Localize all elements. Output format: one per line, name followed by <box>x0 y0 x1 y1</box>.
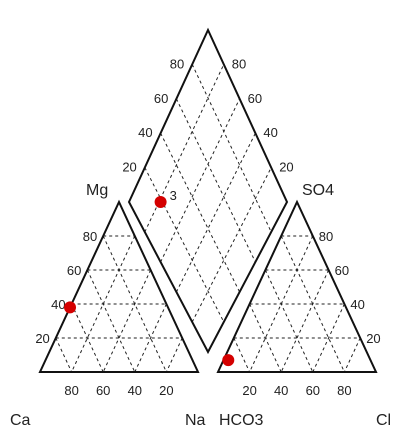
cation-grid-line <box>71 235 136 373</box>
diamond-grid-line <box>175 98 256 263</box>
cation-mg-tick-label: 20 <box>35 331 49 346</box>
cation-mg-tick-label: 60 <box>67 263 81 278</box>
anion-so4-tick-label: 20 <box>366 331 380 346</box>
anion-grid-line <box>280 269 330 373</box>
anion-grid-line <box>343 337 361 373</box>
diamond-right-tick-label: 60 <box>248 91 262 106</box>
cation-mg-tick-label: 40 <box>51 297 65 312</box>
corner-label-hco3: HCO3 <box>219 412 264 429</box>
frame-layer <box>38 27 378 373</box>
cation-triangle-frame <box>38 199 200 373</box>
diamond-right-tick-label: 20 <box>279 160 293 175</box>
diamond-grid-line <box>144 167 225 323</box>
axis-label-so4: SO4 <box>302 182 334 199</box>
diamond-right-tick-label: 40 <box>263 125 277 140</box>
anion-so4-tick-label: 40 <box>350 297 364 312</box>
anion-grid-line <box>264 269 314 373</box>
cation-grid-line <box>165 337 183 373</box>
tick-label-layer: 20 40 60 80 80 60 40 20 20 40 60 80 20 40 60 80 20 40 60 80… <box>35 56 380 398</box>
anion-so4-tick-label: 60 <box>335 263 349 278</box>
anion-grid-line <box>233 337 251 373</box>
diamond-grid-line <box>191 167 272 323</box>
diamond-grid-line <box>191 64 272 233</box>
diamond-grid-line <box>175 132 256 293</box>
diamond-left-tick-label: 40 <box>138 125 152 140</box>
anion-grid-line <box>312 303 345 373</box>
anion-cl-tick-label: 80 <box>337 383 351 398</box>
cation-mg-tick-label: 80 <box>83 229 97 244</box>
cation-grid-line <box>86 269 136 373</box>
cation-ca-tick-label: 20 <box>159 383 173 398</box>
diamond-grid-line <box>160 132 241 293</box>
anion-cl-tick-label: 20 <box>242 383 256 398</box>
cation-grid-line <box>71 303 104 373</box>
diamond-point-label: 3 <box>170 188 177 203</box>
diamond-left-tick-label: 60 <box>154 91 168 106</box>
cation-ca-tick-label: 40 <box>128 383 142 398</box>
diamond-grid-line <box>144 64 225 233</box>
diamond-grid-line <box>160 98 241 263</box>
cation-grid-line <box>102 269 152 373</box>
cation-grid-line <box>134 303 167 373</box>
cation-data-point <box>64 301 77 314</box>
diamond-frame <box>127 27 289 355</box>
anion-grid-line <box>249 303 282 373</box>
anion-data-point <box>222 354 235 367</box>
cation-ca-tick-label: 60 <box>96 383 110 398</box>
cation-grid-line <box>55 337 73 373</box>
diamond-left-tick-label: 80 <box>170 56 184 71</box>
anion-cl-tick-label: 60 <box>306 383 320 398</box>
anion-cl-tick-label: 40 <box>274 383 288 398</box>
diamond-left-tick-label: 20 <box>122 160 136 175</box>
anion-grid-line <box>249 235 314 373</box>
diamond-right-tick-label: 80 <box>232 56 246 71</box>
corner-label-na: Na <box>185 412 206 429</box>
anion-grid-line <box>280 235 345 373</box>
data-point-layer: 3 <box>64 188 235 367</box>
anion-so4-tick-label: 80 <box>319 229 333 244</box>
diamond-data-point <box>154 196 167 208</box>
cation-grid-line <box>102 235 167 373</box>
axis-label-mg: Mg <box>86 182 108 199</box>
grid-layer <box>55 64 361 373</box>
anion-triangle-frame <box>216 199 378 373</box>
corner-label-ca: Ca <box>10 412 31 429</box>
cation-ca-tick-label: 80 <box>64 383 78 398</box>
corner-label-cl: Cl <box>376 412 391 429</box>
